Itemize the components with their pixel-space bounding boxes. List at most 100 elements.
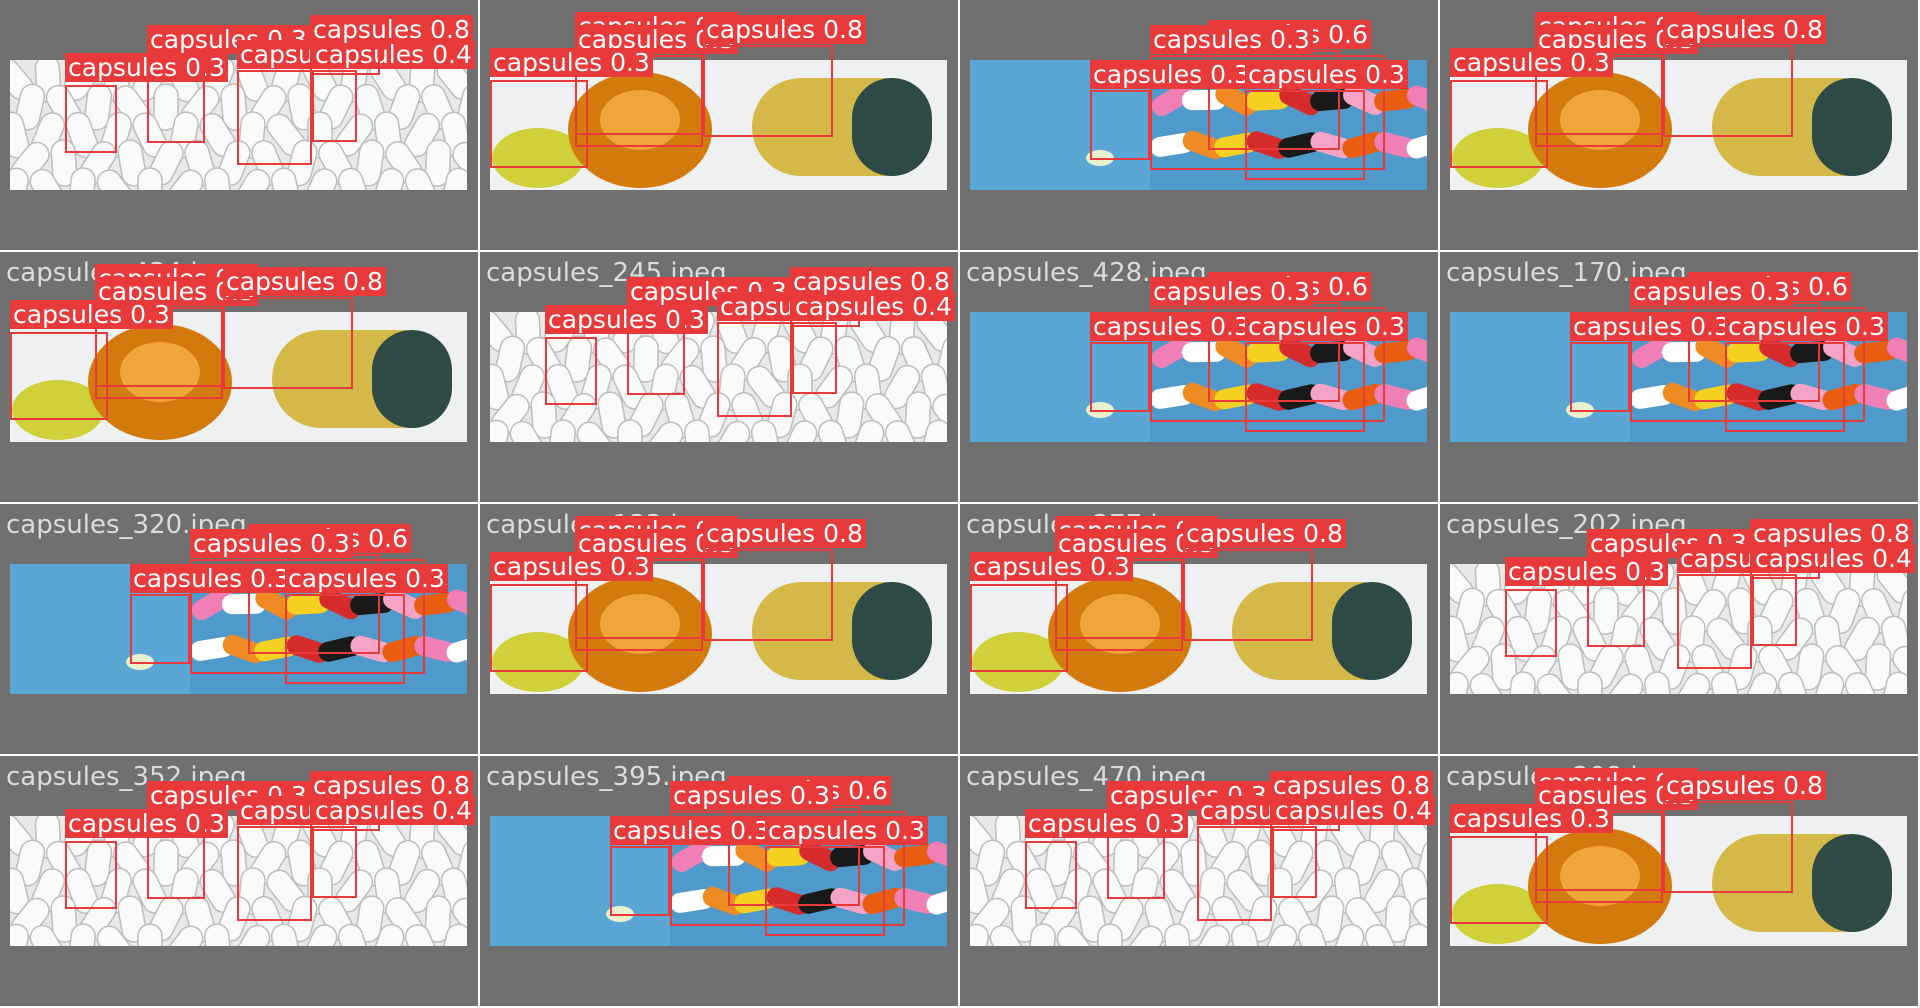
- detection-label: capsules 0.3: [147, 25, 310, 54]
- detection-box: [790, 297, 860, 327]
- detection-label: capsules 0.3: [1630, 277, 1793, 306]
- detection-box: [627, 307, 685, 395]
- detection-box: [1107, 811, 1165, 899]
- image-tile: capsules_352.jpeg capsules 0.3 capsules 0.…: [0, 756, 478, 1006]
- detection-label: capsules 0.3: [970, 552, 1133, 581]
- capsule-photo: [10, 60, 467, 190]
- detection-box: [490, 584, 588, 672]
- detection-label: capsules 0.3: [10, 300, 173, 329]
- detection-label: capsules 0.3: [490, 48, 653, 77]
- detection-label: capsules 0.3: [627, 277, 790, 306]
- detection-box: [703, 549, 833, 641]
- detection-label: capsules 0.3: [190, 529, 353, 558]
- detection-label: capsules 0.8: [310, 771, 473, 800]
- detection-label: capsules 0.3: [490, 552, 653, 581]
- detection-box: [1450, 80, 1548, 168]
- detection-box: [1677, 574, 1752, 669]
- detection-box: [1587, 559, 1645, 647]
- detection-label: capsules 0.3: [147, 781, 310, 810]
- detection-label: capsules 0.3: [1245, 60, 1408, 89]
- detection-box: [703, 45, 833, 137]
- detection-box: [310, 45, 380, 75]
- detection-label: capsules 0.8: [1270, 771, 1433, 800]
- detection-box: [1630, 307, 1865, 422]
- detection-label: capsules 0.4: [312, 40, 475, 69]
- detection-label: capsules 0.3: [1505, 557, 1668, 586]
- detection-label: capsules 0.3: [610, 816, 773, 845]
- detection-label: capsules 0.8: [703, 15, 866, 44]
- detection-box: [1272, 826, 1317, 898]
- detection-box: [1505, 589, 1557, 657]
- detection-label: capsules 0.8: [1750, 519, 1913, 548]
- detection-label: capsules 0.3: [1150, 25, 1313, 54]
- detection-box: [312, 70, 357, 142]
- detection-box: [1150, 307, 1385, 422]
- detection-label: capsules 0.4: [792, 292, 955, 321]
- detection-label: capsules 0.3: [1245, 312, 1408, 341]
- detection-box: [310, 801, 380, 831]
- detection-label: capsules 0.8: [703, 519, 866, 548]
- detection-box: [1725, 342, 1845, 432]
- detection-box: [10, 332, 108, 420]
- detection-label: capsules 0.3: [1090, 60, 1253, 89]
- detection-box: [65, 841, 117, 909]
- detection-label: capsules 0.8: [223, 267, 386, 296]
- detection-label: capsules 0.3: [130, 564, 293, 593]
- detection-box: [1752, 574, 1797, 646]
- detection-box: [1663, 801, 1793, 893]
- detection-box: [190, 559, 425, 674]
- detection-box: [1197, 826, 1272, 921]
- image-tile: capsules_470.jpeg capsules 0.3 capsules 0.…: [960, 756, 1438, 1006]
- detection-label: capsules 0.3: [65, 809, 228, 838]
- detection-label: capsules 0.3: [1150, 277, 1313, 306]
- detection-box: [1090, 342, 1150, 412]
- detection-box: [1245, 342, 1365, 432]
- detection-box: [545, 337, 597, 405]
- detection-label: capsules 0.3: [1450, 804, 1613, 833]
- detection-box: [130, 594, 190, 664]
- detection-label: capsules 0.8: [790, 267, 953, 296]
- capsule-photo: [1450, 816, 1907, 946]
- detection-label: capsules 0.3: [765, 816, 928, 845]
- detection-box: [1245, 90, 1365, 180]
- image-tile: capsules_245.jpeg capsules 0.3 capsules 0.…: [480, 252, 958, 502]
- detection-label: capsules 0.3: [670, 781, 833, 810]
- detection-box: [970, 584, 1068, 672]
- detection-box: [1270, 801, 1340, 831]
- detection-label: capsules 0.8: [1663, 771, 1826, 800]
- detection-box: [1150, 55, 1385, 170]
- capsule-photo: [490, 60, 947, 190]
- detection-label: capsules 0.3: [545, 305, 708, 334]
- detection-box: [717, 322, 792, 417]
- detection-box: [147, 55, 205, 143]
- detection-box: [610, 846, 670, 916]
- detection-label: capsules 0.4: [1752, 544, 1915, 573]
- detection-box: [1183, 549, 1313, 641]
- detection-box: [1663, 45, 1793, 137]
- detection-box: [792, 322, 837, 394]
- detection-label: capsules 0.3: [285, 564, 448, 593]
- detection-label: capsules 0.3: [1725, 312, 1888, 341]
- image-tile: capsules_202.jpeg capsules 0.3 capsules 0.…: [1440, 504, 1918, 754]
- detection-box: [1025, 841, 1077, 909]
- detection-label: capsules 0.8: [1663, 15, 1826, 44]
- detection-box: [1750, 549, 1820, 579]
- detection-box: [765, 846, 885, 936]
- detection-box: [223, 297, 353, 389]
- detection-label: capsules 0.3: [1025, 809, 1188, 838]
- detection-label: capsules 0.8: [310, 15, 473, 44]
- detection-label: capsules 0.3: [1090, 312, 1253, 341]
- detection-label: capsules 0.8: [1183, 519, 1346, 548]
